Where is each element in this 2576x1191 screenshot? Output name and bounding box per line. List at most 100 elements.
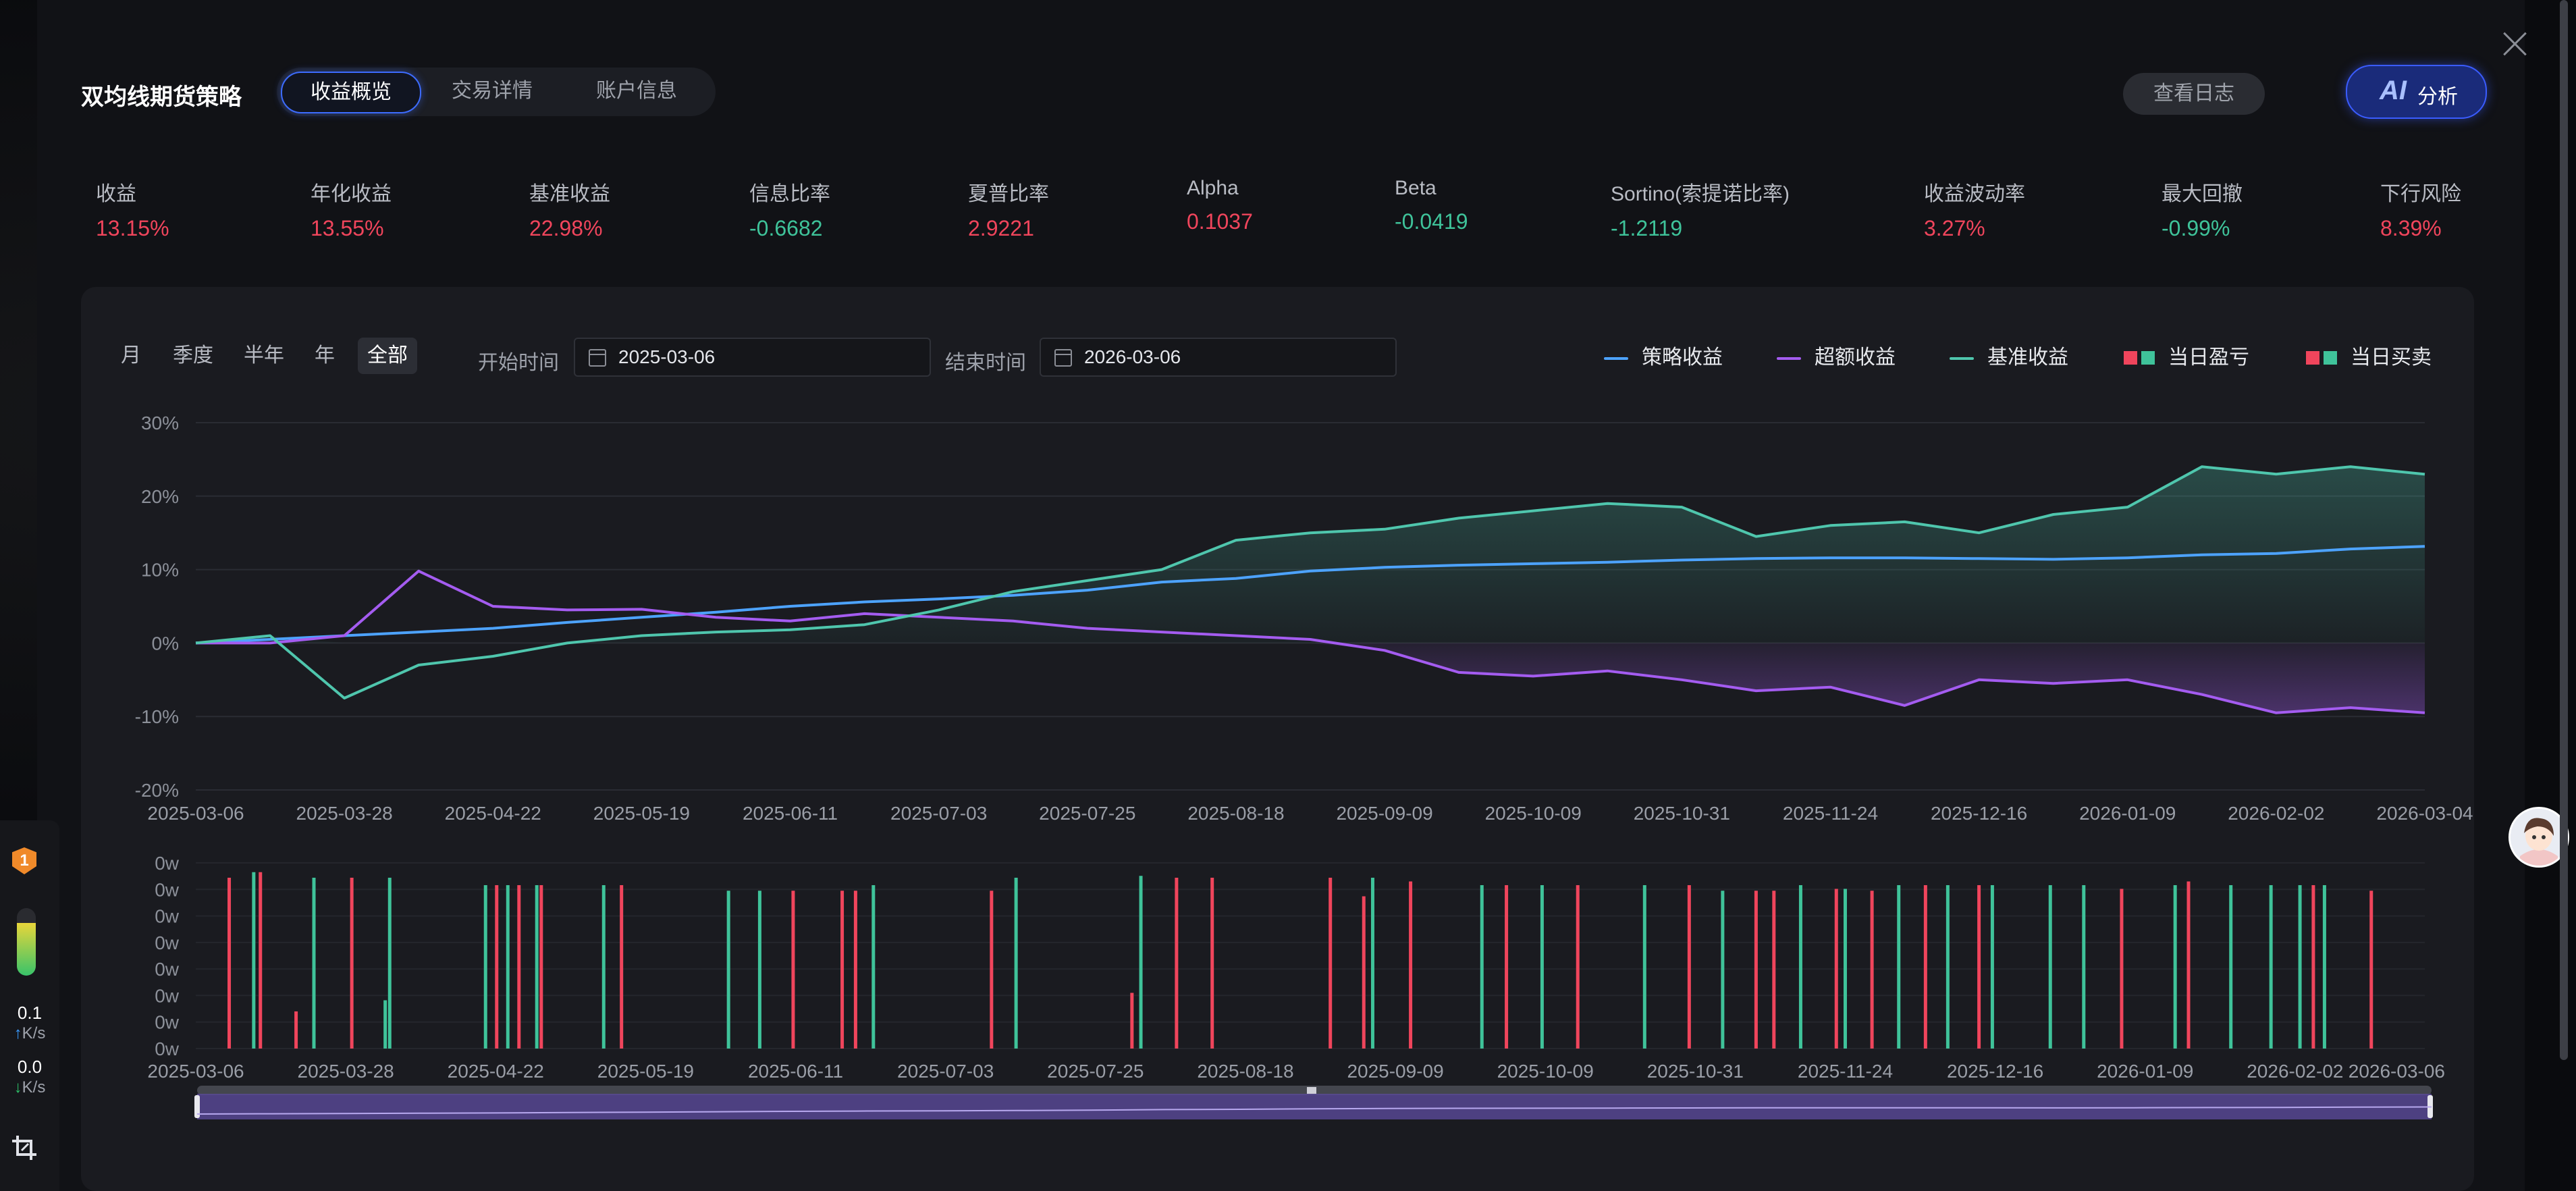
trade-bar xyxy=(1990,885,1994,1049)
bar-x-tick-label: 2025-12-16 xyxy=(1947,1061,2043,1082)
metric-benchmark-return: 基准收益 22.98% xyxy=(529,177,610,241)
upload-unit-text: K/s xyxy=(22,1024,46,1042)
x-tick-label: 2025-10-31 xyxy=(1634,803,1730,824)
metric-annual-return: 年化收益 13.55% xyxy=(311,177,392,241)
metric-sortino: Sortino(索提诺比率) -1.2119 xyxy=(1611,177,1790,241)
trade-bar xyxy=(1139,876,1143,1049)
trade-bar xyxy=(601,885,606,1049)
x-tick-label: 2025-11-24 xyxy=(1783,803,1878,824)
window-scrollbar[interactable] xyxy=(2558,0,2569,1060)
metric-label: 信息比率 xyxy=(749,183,830,205)
tab-overview[interactable]: 收益概览 xyxy=(281,72,421,113)
metric-value: -0.0419 xyxy=(1395,209,1468,234)
legend-daily-trades[interactable]: 当日买卖 xyxy=(2306,344,2434,371)
legend-label: 基准收益 xyxy=(1987,346,2068,369)
bar-x-tick-label: 2025-09-09 xyxy=(1347,1061,1443,1082)
trade-bar xyxy=(620,885,624,1049)
metric-label: Beta xyxy=(1395,177,1437,199)
legend-benchmark[interactable]: 基准收益 xyxy=(1950,344,2078,371)
x-tick-label: 2025-10-09 xyxy=(1485,803,1582,824)
avatar[interactable] xyxy=(2508,807,2569,868)
metric-value: -1.2119 xyxy=(1611,216,1683,240)
trade-bar xyxy=(1642,885,1646,1049)
bar-x-tick-label: 2025-04-22 xyxy=(448,1061,544,1082)
zoom-slider-grip[interactable] xyxy=(1307,1087,1316,1094)
excess-return-line xyxy=(196,569,2425,714)
ai-analysis-button[interactable]: AI 分析 xyxy=(2346,65,2487,119)
trade-bar xyxy=(1946,885,1950,1049)
trade-bar xyxy=(539,885,543,1049)
legend-excess[interactable]: 超额收益 xyxy=(1777,344,1905,371)
legend-red-square xyxy=(2124,351,2137,365)
legend-label: 超额收益 xyxy=(1815,346,1896,369)
legend-label: 当日盈亏 xyxy=(2168,346,2249,369)
metric-sharpe-ratio: 夏普比率 2.9221 xyxy=(968,177,1049,241)
trade-bar xyxy=(227,878,232,1049)
trade-bar xyxy=(1329,878,1333,1049)
trade-bar xyxy=(1409,881,1413,1049)
view-log-button[interactable]: 查看日志 xyxy=(2123,73,2265,115)
start-date-input[interactable]: 2025-03-06 xyxy=(574,338,931,377)
trade-bar xyxy=(1870,891,1874,1049)
end-date-input[interactable]: 2026-03-06 xyxy=(1040,338,1397,377)
ai-analysis-label: 分析 xyxy=(2417,86,2458,108)
tab-account-info[interactable]: 账户信息 xyxy=(596,80,677,102)
upload-speed: 0.1 xyxy=(17,1003,43,1023)
period-quarter[interactable]: 季度 xyxy=(173,344,213,367)
metric-label: 下行风险 xyxy=(2380,183,2461,205)
trade-bar xyxy=(2186,881,2191,1049)
trade-bar xyxy=(1175,878,1179,1049)
x-tick-label: 2026-03-04 xyxy=(2376,803,2473,824)
trade-bar xyxy=(990,891,994,1049)
trade-bar xyxy=(535,885,539,1049)
zoom-slider-range[interactable] xyxy=(197,1094,2432,1119)
shield-badge-icon[interactable]: 1 xyxy=(12,847,36,874)
legend-red-square xyxy=(2306,351,2319,365)
trade-bar xyxy=(2369,891,2373,1049)
trade-bar xyxy=(495,885,499,1049)
upload-unit: ↑K/s xyxy=(0,1024,59,1043)
upload-arrow-icon: ↑ xyxy=(14,1024,22,1042)
download-speed: 0.0 xyxy=(17,1057,43,1077)
bar-y-tick-label: 0w xyxy=(155,959,180,980)
start-date-label: 开始时间 xyxy=(478,352,559,374)
bar-x-tick-label: 2025-07-25 xyxy=(1047,1061,1144,1082)
trade-bar xyxy=(791,891,795,1049)
crop-icon[interactable] xyxy=(11,1134,38,1161)
x-tick-label: 2026-01-09 xyxy=(2079,803,2176,824)
bar-y-tick-label: 0w xyxy=(155,879,180,900)
zoom-slider-left-handle[interactable] xyxy=(194,1095,200,1118)
metric-alpha: Alpha 0.1037 xyxy=(1187,177,1253,234)
legend-green-square xyxy=(2141,351,2155,365)
period-year[interactable]: 年 xyxy=(315,344,335,367)
bar-x-tick-label: 2025-10-31 xyxy=(1647,1061,1744,1082)
metric-value: 13.55% xyxy=(311,216,384,240)
level-meter-fill xyxy=(17,923,36,976)
metric-label: 年化收益 xyxy=(311,183,392,205)
trade-bar xyxy=(1897,885,1901,1049)
period-all[interactable]: 全部 xyxy=(358,338,417,374)
metric-value: 3.27% xyxy=(1924,216,1985,240)
avatar-icon xyxy=(2511,809,2567,866)
period-month[interactable]: 月 xyxy=(121,344,141,367)
trade-bar xyxy=(1362,896,1366,1049)
legend-daily-pnl[interactable]: 当日盈亏 xyxy=(2124,344,2252,371)
download-unit: ↓K/s xyxy=(0,1078,59,1097)
period-half-year[interactable]: 半年 xyxy=(244,344,284,367)
y-tick-label: 0% xyxy=(152,633,179,654)
bar-x-tick-label: 2025-07-03 xyxy=(897,1061,994,1082)
trade-bar xyxy=(1576,885,1580,1049)
legend-label: 策略收益 xyxy=(1642,346,1723,369)
x-tick-label: 2025-07-25 xyxy=(1039,803,1135,824)
trade-bar xyxy=(2298,885,2302,1049)
trade-bar xyxy=(259,872,263,1049)
legend-strategy[interactable]: 策略收益 xyxy=(1604,344,1732,371)
bar-x-tick-label: 2025-08-18 xyxy=(1197,1061,1293,1082)
scrollbar-thumb[interactable] xyxy=(2560,0,2568,1060)
x-tick-label: 2025-04-22 xyxy=(445,803,541,824)
trade-bar xyxy=(853,891,857,1049)
y-tick-label: 20% xyxy=(141,486,179,507)
bar-y-tick-label: 0w xyxy=(155,853,180,874)
tab-trade-details[interactable]: 交易详情 xyxy=(452,80,533,102)
